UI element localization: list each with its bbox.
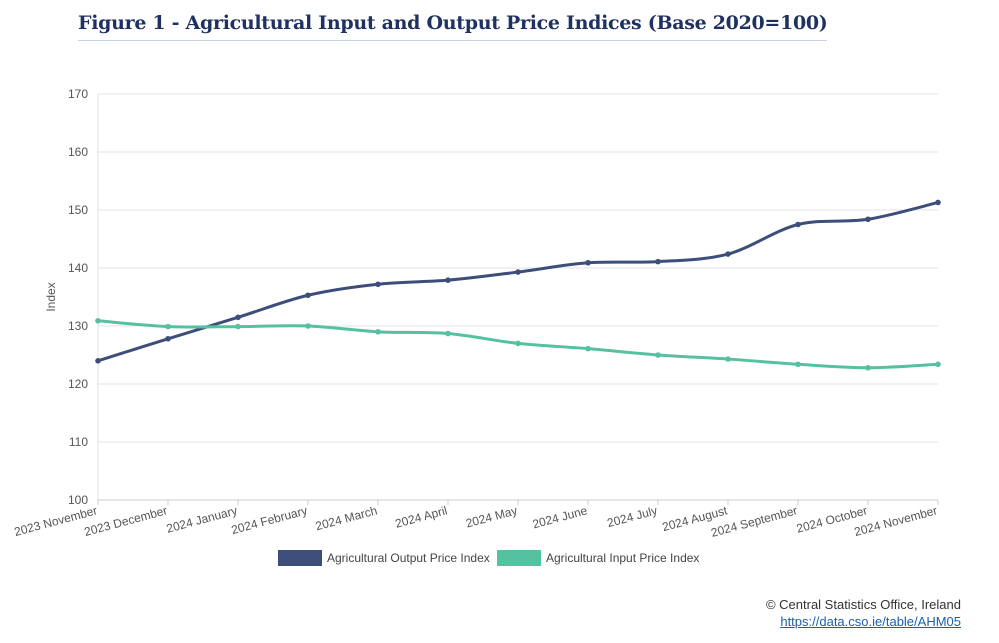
- data-point[interactable]: [305, 323, 311, 329]
- y-axis-ticks: 100 110 120 130 140 150 160 170: [68, 87, 88, 507]
- data-point[interactable]: [515, 269, 521, 275]
- data-point[interactable]: [165, 323, 171, 330]
- data-point[interactable]: [935, 199, 941, 206]
- data-point[interactable]: [795, 361, 801, 368]
- credit-text: © Central Statistics Office, Ireland: [765, 597, 961, 612]
- y-axis-title: Index: [44, 282, 58, 311]
- data-point[interactable]: [655, 352, 661, 358]
- data-point[interactable]: [725, 251, 731, 257]
- data-point[interactable]: [95, 317, 101, 324]
- data-point[interactable]: [95, 358, 101, 364]
- source-link[interactable]: https://data.cso.ie/table/AHM05: [780, 614, 961, 629]
- x-tick-label: 2024 June: [531, 503, 589, 531]
- data-point[interactable]: [235, 314, 241, 321]
- x-tick-label: 2024 April: [394, 503, 449, 530]
- x-tick-label: 2024 July: [606, 503, 659, 530]
- data-point[interactable]: [375, 329, 381, 335]
- source-credit: © Central Statistics Office, Ireland htt…: [766, 596, 961, 630]
- legend-swatch-output: [278, 550, 322, 566]
- data-point[interactable]: [585, 259, 591, 266]
- legend-swatch-input: [497, 550, 541, 566]
- data-point[interactable]: [235, 323, 241, 330]
- data-point[interactable]: [725, 356, 731, 362]
- data-point[interactable]: [655, 258, 661, 265]
- x-tick-label: 2024 May: [464, 503, 519, 530]
- data-point[interactable]: [795, 221, 801, 228]
- x-tick-label: 2024 March: [314, 503, 379, 533]
- y-tick-label: 100: [68, 493, 88, 507]
- data-point[interactable]: [305, 292, 311, 299]
- x-tick-label: 2024 January: [165, 503, 239, 535]
- data-point[interactable]: [585, 345, 591, 352]
- y-tick-label: 150: [68, 203, 88, 217]
- x-tick-label: 2024 February: [230, 503, 309, 537]
- y-tick-label: 140: [68, 261, 88, 275]
- data-point[interactable]: [445, 330, 451, 337]
- data-point[interactable]: [445, 277, 451, 283]
- series-lines: [95, 199, 941, 371]
- data-point[interactable]: [935, 361, 941, 368]
- y-tick-label: 130: [68, 319, 88, 333]
- chart-title: Figure 1 - Agricultural Input and Output…: [78, 12, 828, 41]
- data-point[interactable]: [375, 281, 381, 288]
- y-tick-label: 160: [68, 145, 88, 159]
- series-output[interactable]: [95, 199, 941, 364]
- data-point[interactable]: [865, 216, 871, 223]
- data-point[interactable]: [865, 364, 871, 371]
- y-tick-label: 170: [68, 87, 88, 101]
- data-point[interactable]: [165, 335, 171, 342]
- y-tick-label: 110: [69, 435, 88, 449]
- legend-label-input[interactable]: Agricultural Input Price Index: [546, 551, 699, 565]
- legend[interactable]: Agricultural Output Price Index Agricult…: [278, 550, 699, 566]
- series-input[interactable]: [95, 317, 941, 371]
- series-line[interactable]: [96, 200, 940, 363]
- legend-label-output[interactable]: Agricultural Output Price Index: [327, 551, 490, 565]
- y-tick-label: 120: [68, 377, 88, 391]
- data-point[interactable]: [515, 340, 521, 347]
- gridlines: [97, 93, 938, 501]
